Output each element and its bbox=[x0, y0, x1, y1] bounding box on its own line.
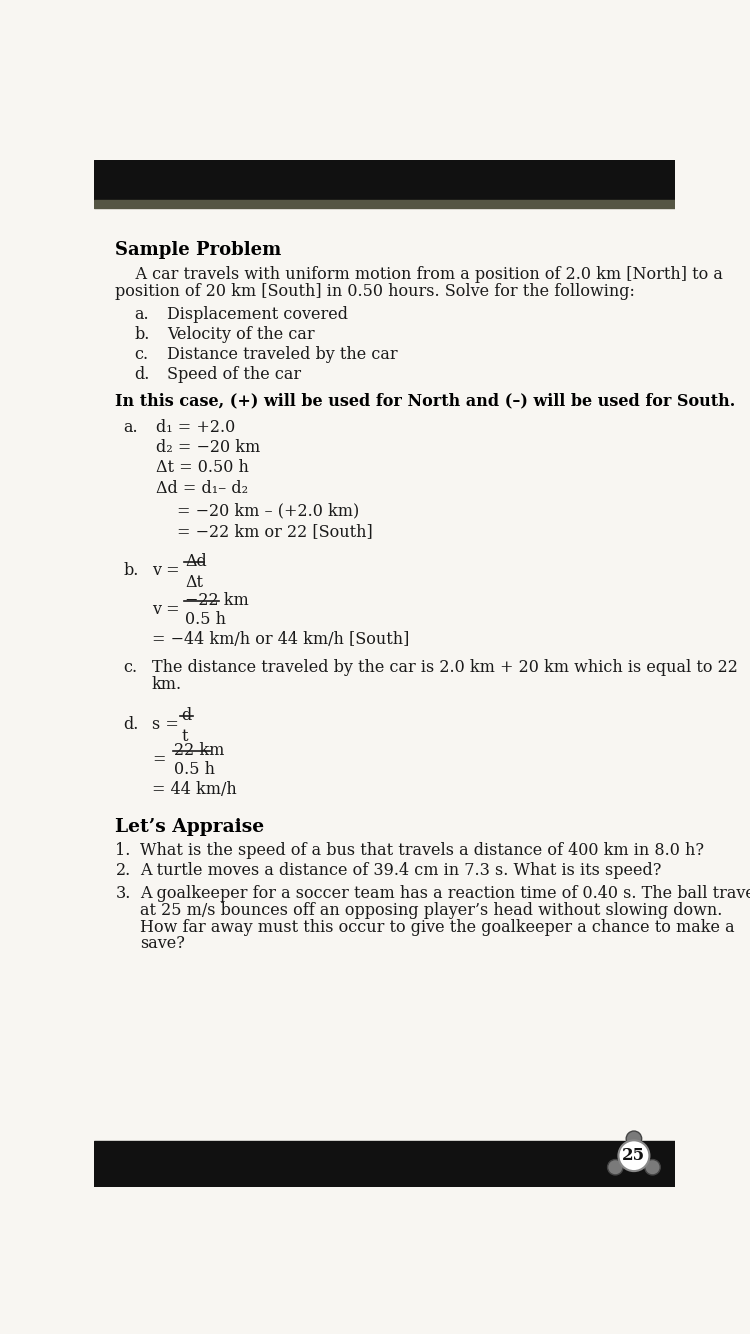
Text: b.: b. bbox=[134, 327, 149, 343]
Text: b.: b. bbox=[123, 562, 139, 579]
Text: position of 20 km [South] in 0.50 hours. Solve for the following:: position of 20 km [South] in 0.50 hours.… bbox=[116, 283, 635, 300]
Text: Δd: Δd bbox=[185, 552, 207, 570]
Text: d₁ = +2.0: d₁ = +2.0 bbox=[156, 419, 235, 436]
Text: a.: a. bbox=[134, 307, 148, 323]
Text: Chapter 1: Easy Motion: Chapter 1: Easy Motion bbox=[450, 1157, 618, 1171]
Text: = −20 km – (+2.0 km): = −20 km – (+2.0 km) bbox=[178, 502, 360, 519]
Text: What is the speed of a bus that travels a distance of 400 km in 8.0 h?: What is the speed of a bus that travels … bbox=[140, 842, 704, 859]
Text: v =: v = bbox=[152, 600, 179, 618]
Text: km.: km. bbox=[152, 676, 182, 692]
Text: =: = bbox=[152, 751, 165, 767]
Text: The distance traveled by the car is 2.0 km + 20 km which is equal to 22: The distance traveled by the car is 2.0 … bbox=[152, 659, 738, 676]
Text: Speed of the car: Speed of the car bbox=[167, 367, 302, 383]
Text: = 44 km/h: = 44 km/h bbox=[152, 782, 237, 799]
Text: 1.: 1. bbox=[116, 842, 130, 859]
Text: t: t bbox=[182, 727, 188, 744]
Bar bbox=[94, 1141, 675, 1187]
Text: d₂ = −20 km: d₂ = −20 km bbox=[156, 439, 260, 456]
Text: v =: v = bbox=[152, 562, 179, 579]
Text: 3.: 3. bbox=[116, 884, 130, 902]
Text: Velocity of the car: Velocity of the car bbox=[167, 327, 315, 343]
Text: Displacement covered: Displacement covered bbox=[167, 307, 348, 323]
Text: A goalkeeper for a soccer team has a reaction time of 0.40 s. The ball traveling: A goalkeeper for a soccer team has a rea… bbox=[140, 884, 750, 902]
Text: Δd = d₁– d₂: Δd = d₁– d₂ bbox=[156, 480, 248, 498]
Circle shape bbox=[608, 1159, 623, 1175]
Text: Δt: Δt bbox=[185, 574, 203, 591]
Text: save?: save? bbox=[140, 935, 185, 952]
Text: In this case, (+) will be used for North and (–) will be used for South.: In this case, (+) will be used for North… bbox=[116, 392, 736, 410]
Text: Δt = 0.50 h: Δt = 0.50 h bbox=[156, 459, 248, 476]
Text: A turtle moves a distance of 39.4 cm in 7.3 s. What is its speed?: A turtle moves a distance of 39.4 cm in … bbox=[140, 862, 662, 879]
Text: 22 km: 22 km bbox=[174, 742, 225, 759]
Text: at 25 m/s bounces off an opposing player’s head without slowing down.: at 25 m/s bounces off an opposing player… bbox=[140, 902, 723, 919]
Text: How far away must this occur to give the goalkeeper a chance to make a: How far away must this occur to give the… bbox=[140, 919, 735, 935]
Text: 0.5 h: 0.5 h bbox=[174, 762, 215, 779]
Text: Let’s Appraise: Let’s Appraise bbox=[116, 819, 265, 836]
Text: = −44 km/h or 44 km/h [South]: = −44 km/h or 44 km/h [South] bbox=[152, 631, 410, 648]
Text: 25: 25 bbox=[622, 1147, 646, 1165]
Text: 0.5 h: 0.5 h bbox=[185, 611, 226, 628]
Circle shape bbox=[619, 1141, 650, 1171]
Text: a.: a. bbox=[123, 419, 138, 436]
Text: −22 km: −22 km bbox=[185, 592, 249, 610]
Bar bbox=[94, 160, 675, 203]
Text: c.: c. bbox=[134, 347, 148, 363]
Text: d.: d. bbox=[134, 367, 149, 383]
Text: 2.: 2. bbox=[116, 862, 130, 879]
Text: s =: s = bbox=[152, 716, 178, 732]
Circle shape bbox=[626, 1131, 642, 1146]
Text: d: d bbox=[182, 707, 191, 724]
Text: Distance traveled by the car: Distance traveled by the car bbox=[167, 347, 398, 363]
Text: c.: c. bbox=[123, 659, 137, 676]
Bar bbox=[94, 200, 675, 208]
Circle shape bbox=[645, 1159, 660, 1175]
Text: A car travels with uniform motion from a position of 2.0 km [North] to a: A car travels with uniform motion from a… bbox=[116, 267, 723, 283]
Text: d.: d. bbox=[123, 716, 139, 732]
Text: Sample Problem: Sample Problem bbox=[116, 241, 282, 259]
Text: = −22 km or 22 [South]: = −22 km or 22 [South] bbox=[178, 523, 374, 540]
